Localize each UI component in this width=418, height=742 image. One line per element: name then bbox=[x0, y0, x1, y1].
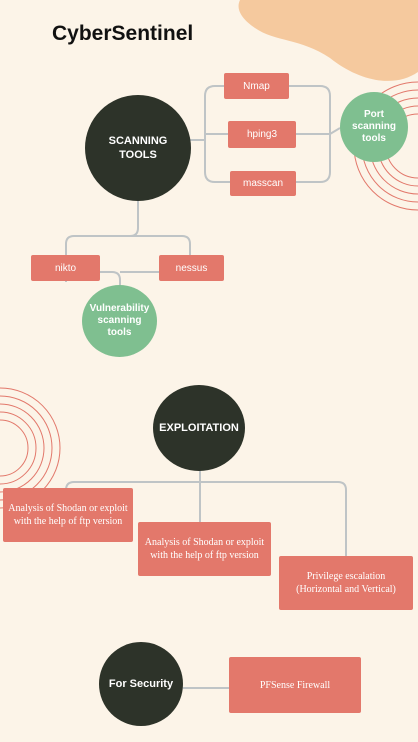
exploitation-item-2: Analysis of Shodan or exploit with the h… bbox=[138, 522, 271, 576]
tool-nikto: nikto bbox=[31, 255, 100, 281]
tool-hping3: hping3 bbox=[228, 121, 296, 148]
exploitation-item-1: Analysis of Shodan or exploit with the h… bbox=[3, 488, 133, 542]
tool-nessus: nessus bbox=[159, 255, 224, 281]
connector-scanning-to-port-tools bbox=[190, 85, 230, 183]
connector-scanning-to-vuln-tools bbox=[65, 198, 191, 255]
tool-masscan: masscan bbox=[230, 171, 296, 196]
vulnerability-scanning-tools-node: Vulnerability scanning tools bbox=[82, 285, 157, 357]
top-right-blob bbox=[238, 0, 418, 81]
pfsense-firewall-box: PFSense Firewall bbox=[229, 657, 361, 713]
left-arcs bbox=[0, 387, 61, 509]
for-security-node: For Security bbox=[99, 642, 183, 726]
port-scanning-tools-node: Port scanning tools bbox=[340, 92, 408, 162]
connector-port-tools-to-port-circle bbox=[289, 85, 341, 183]
exploitation-item-3: Privilege escalation (Horizontal and Ver… bbox=[279, 556, 413, 610]
page-title: CyberSentinel bbox=[52, 22, 194, 45]
exploitation-node: EXPLOITATION bbox=[153, 385, 245, 471]
scanning-tools-node: SCANNING TOOLS bbox=[85, 95, 191, 201]
tool-nmap: Nmap bbox=[224, 73, 289, 99]
